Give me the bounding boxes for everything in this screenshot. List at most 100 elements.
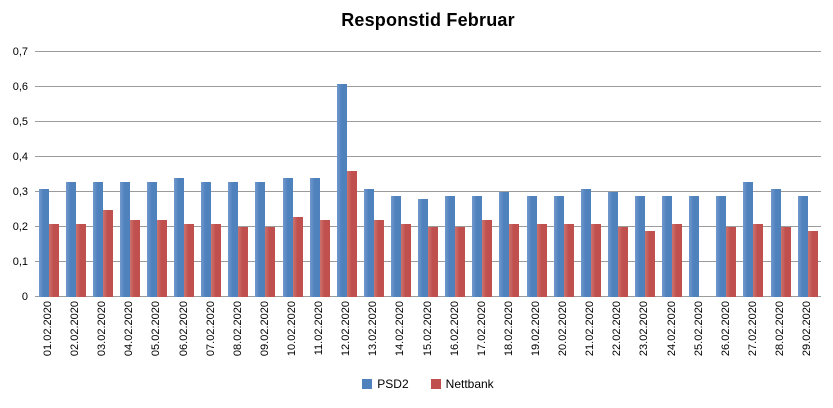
x-tick-label: 29.02.2020	[801, 301, 814, 357]
x-tick-label: 05.02.2020	[150, 301, 163, 357]
x-tick-cell: 13.02.2020	[360, 301, 387, 371]
bar-psd2	[418, 199, 429, 297]
x-tick-cell: 02.02.2020	[62, 301, 89, 371]
plot-area	[35, 51, 821, 297]
x-tick-label: 25.02.2020	[692, 301, 705, 357]
y-tick-label: 0,5	[12, 116, 28, 128]
bar-nettbank	[428, 227, 439, 297]
bar-psd2	[716, 195, 727, 297]
x-tick-cell: 03.02.2020	[89, 301, 116, 371]
bar-nettbank	[265, 227, 276, 297]
bar-psd2	[174, 178, 185, 297]
x-tick-label: 09.02.2020	[258, 301, 271, 357]
bar-nettbank	[563, 223, 574, 297]
bar-psd2	[38, 188, 49, 297]
x-tick-label: 04.02.2020	[123, 301, 136, 357]
legend-swatch-icon	[362, 379, 373, 389]
bar-psd2	[336, 83, 347, 297]
gridline	[35, 121, 821, 122]
x-tick-label: 28.02.2020	[774, 301, 786, 357]
category-group	[35, 52, 62, 297]
bar-nettbank	[129, 220, 140, 297]
bar-psd2	[92, 181, 103, 297]
bar-psd2	[146, 181, 157, 297]
x-tick-label: 08.02.2020	[231, 301, 244, 357]
category-group	[469, 52, 496, 297]
category-group	[740, 52, 767, 297]
x-tick-cell: 24.02.2020	[659, 301, 686, 371]
category-group	[550, 52, 577, 297]
x-tick-label: 06.02.2020	[177, 301, 190, 357]
category-group	[713, 52, 740, 297]
x-tick-cell: 14.02.2020	[387, 301, 414, 371]
category-group	[577, 52, 604, 297]
bar-nettbank	[346, 171, 357, 297]
category-group	[387, 52, 414, 297]
bar-psd2	[445, 195, 456, 297]
category-group	[794, 52, 821, 297]
bar-nettbank	[75, 223, 86, 297]
bar-psd2	[634, 195, 645, 297]
category-group	[198, 52, 225, 297]
gridline	[35, 51, 821, 52]
bar-nettbank	[590, 223, 601, 297]
bar-nettbank	[102, 209, 113, 297]
bar-nettbank	[184, 223, 195, 297]
bar-psd2	[553, 195, 564, 297]
legend-label: PSD2	[377, 377, 409, 391]
x-tick-cell: 29.02.2020	[794, 301, 821, 371]
bar-psd2	[526, 195, 537, 297]
category-group	[225, 52, 252, 297]
y-axis: 0 0,1 0,2 0,3 0,4 0,5 0,6 0,7	[0, 46, 30, 303]
x-tick-label: 27.02.2020	[746, 301, 759, 357]
bar-nettbank	[319, 220, 330, 297]
x-tick-cell: 27.02.2020	[740, 301, 767, 371]
bar-psd2	[472, 195, 483, 297]
x-tick-label: 14.02.2020	[394, 301, 407, 357]
x-tick-cell: 05.02.2020	[143, 301, 170, 371]
gridline	[35, 156, 821, 157]
chart-title: Responstid Februar	[341, 10, 515, 30]
bar-psd2	[797, 195, 808, 297]
category-group	[360, 52, 387, 297]
x-tick-label: 13.02.2020	[367, 301, 380, 357]
bar-psd2	[689, 195, 700, 297]
x-tick-cell: 07.02.2020	[198, 301, 225, 371]
bar-nettbank	[536, 223, 547, 297]
bar-nettbank	[292, 216, 303, 297]
x-tick-cell: 10.02.2020	[279, 301, 306, 371]
bar-psd2	[662, 195, 673, 297]
bar-psd2	[743, 181, 754, 297]
bar-psd2	[499, 192, 510, 297]
x-tick-cell: 11.02.2020	[306, 301, 333, 371]
bar-psd2	[119, 181, 130, 297]
bar-nettbank	[211, 223, 222, 297]
bar-psd2	[65, 181, 76, 297]
y-tick-label: 0,2	[12, 221, 28, 234]
bar-nettbank	[509, 223, 520, 297]
bar-psd2	[255, 181, 266, 297]
bar-psd2	[201, 181, 212, 297]
x-tick-cell: 06.02.2020	[171, 301, 198, 371]
category-group	[333, 52, 360, 297]
category-group	[306, 52, 333, 297]
category-group	[767, 52, 794, 297]
category-group	[686, 52, 713, 297]
x-tick-label: 21.02.2020	[584, 301, 597, 357]
bar-nettbank	[726, 227, 737, 297]
bar-psd2	[580, 188, 591, 297]
bar-psd2	[282, 178, 293, 297]
y-tick-label: 0,7	[12, 46, 28, 58]
legend-item-psd2: PSD2	[362, 377, 409, 391]
x-tick-cell: 23.02.2020	[631, 301, 658, 371]
category-group	[631, 52, 658, 297]
x-tick-cell: 26.02.2020	[713, 301, 740, 371]
gridline	[35, 86, 821, 87]
category-group	[252, 52, 279, 297]
bar-nettbank	[780, 227, 791, 297]
x-tick-label: 07.02.2020	[204, 301, 217, 357]
gridline	[35, 191, 821, 192]
x-tick-label: 10.02.2020	[286, 301, 299, 357]
category-group	[171, 52, 198, 297]
